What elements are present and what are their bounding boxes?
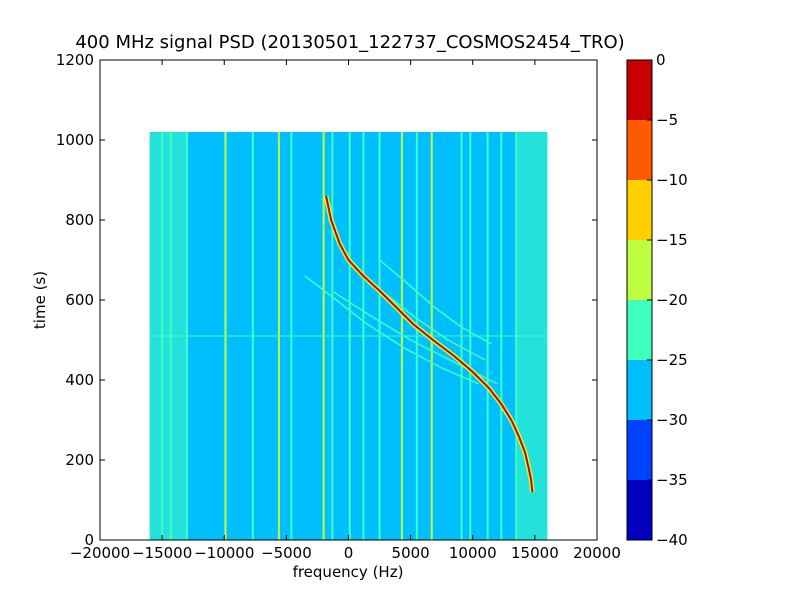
colorbar-tick-label: −10 [656,171,688,189]
spectrogram-heatmap [149,132,548,540]
x-tick-label: −15000 [132,544,192,562]
colorbar-band [627,120,652,180]
x-tick-label: −5000 [261,544,312,562]
x-tick-label: −10000 [194,544,254,562]
colorbar: −40 −35 −30 −25 −20 −15 −10 −5 0 [626,51,688,549]
colorbar-band [627,480,652,540]
colorbar-band [627,420,652,480]
colorbar-tick-label: 0 [656,51,666,69]
secondary-doppler-trace [304,275,480,385]
colorbar-band [627,180,652,240]
colorbar-tick-label: −20 [656,291,688,309]
colorbar-band [627,300,652,360]
y-axis-label: time (s) [31,271,49,329]
x-tick-label: 15000 [511,544,559,562]
y-tick-label: 200 [65,451,94,469]
x-axis-label: frequency (Hz) [293,563,404,581]
y-tick-label: 800 [65,211,94,229]
x-tick-label: 0 [344,544,354,562]
y-tick-label: 600 [65,291,94,309]
x-tick-label: 10000 [449,544,497,562]
y-axis-ticks: 0 200 400 600 800 1000 1200 [56,51,597,549]
colorbar-band [627,60,652,120]
chart-title: 400 MHz signal PSD (20130501_122737_COSM… [75,32,624,53]
colorbar-tick-label: −25 [656,351,688,369]
y-tick-label: 0 [84,531,94,549]
x-axis-ticks: −20000 −15000 −10000 −5000 0 5000 10000 15000 20… [70,60,621,562]
y-tick-label: 400 [65,371,94,389]
colorbar-tick-label: −40 [656,531,688,549]
colorbar-band [627,360,652,420]
x-tick-label: −20000 [70,544,130,562]
secondary-doppler-trace [379,259,492,345]
colorbar-tick-label: −15 [656,231,688,249]
x-tick-label: 5000 [392,544,430,562]
colorbar-tick-label: −35 [656,471,688,489]
y-tick-label: 1000 [56,131,94,149]
colorbar-band [627,240,652,300]
doppler-trace [325,195,534,493]
colorbar-tick-label: −30 [656,411,688,429]
x-tick-label: 20000 [573,544,621,562]
y-tick-label: 1200 [56,51,94,69]
colorbar-tick-label: −5 [656,111,678,129]
